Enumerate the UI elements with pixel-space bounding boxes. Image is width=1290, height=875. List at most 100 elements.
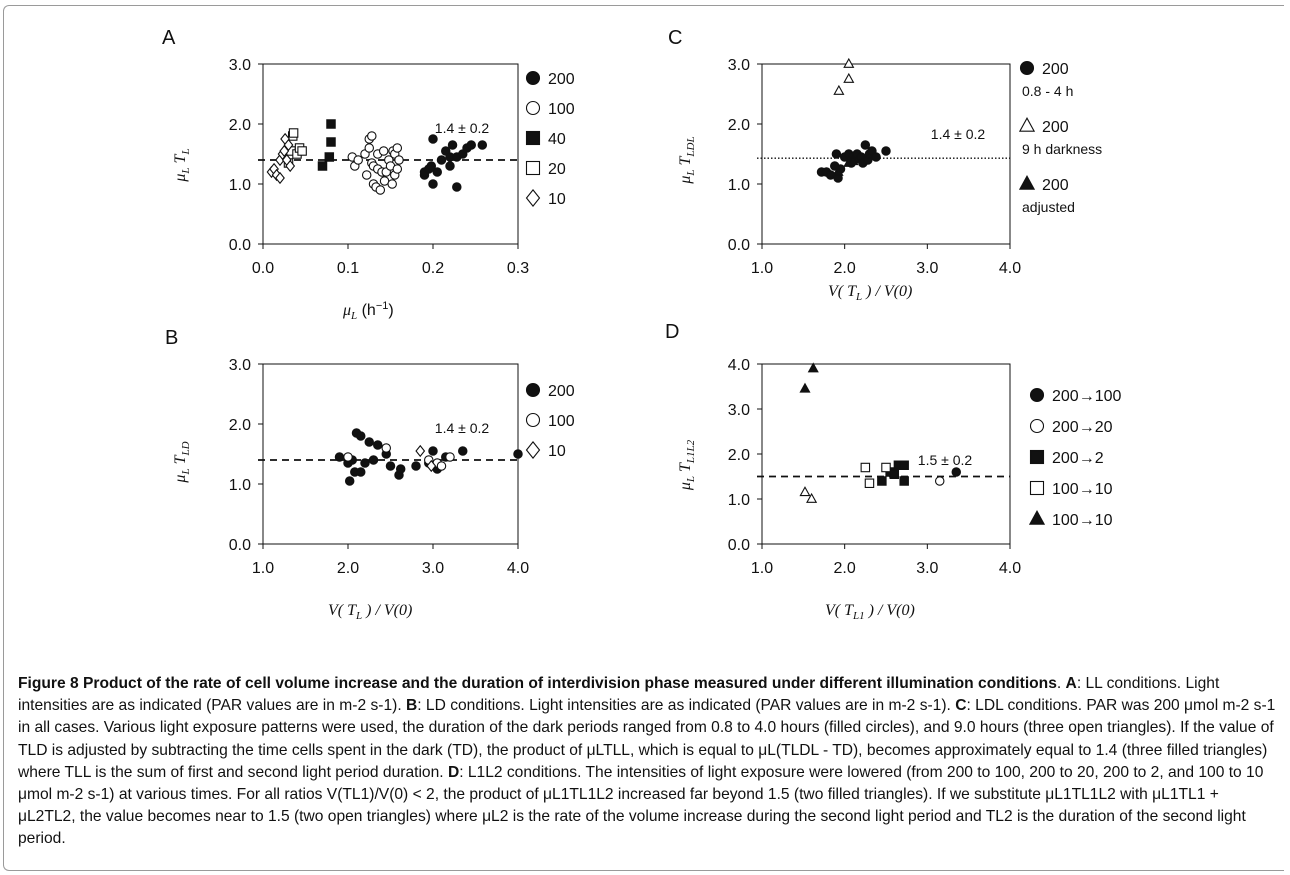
data-point xyxy=(831,149,842,159)
data-point xyxy=(447,140,458,150)
y-tick-label: 0.0 xyxy=(229,237,251,254)
data-point xyxy=(415,444,426,458)
data-point xyxy=(392,143,403,153)
data-point xyxy=(513,449,523,459)
x-tick-label: 4.0 xyxy=(999,260,1021,277)
legend-label: 40 xyxy=(548,131,566,148)
plot-frame-c xyxy=(761,63,1011,245)
panel-c: C 0.01.02.03.01.0 2.0 3.0 4.0 1.4 ± 0.2 V( … xyxy=(668,27,1102,303)
data-point xyxy=(432,167,442,177)
data-point xyxy=(445,452,455,462)
data-point xyxy=(324,152,335,162)
x-axis-title-a: μL (h−1) xyxy=(342,300,394,322)
legend-marker xyxy=(525,130,541,146)
legend-sublabel: adjusted xyxy=(1022,199,1075,215)
data-point xyxy=(395,464,406,474)
data-point xyxy=(368,455,379,465)
y-axis-title-b: μL TLD xyxy=(172,441,192,483)
data-point xyxy=(426,161,437,171)
y-tick-label: 1.0 xyxy=(728,492,750,509)
x-axis-title-d: V( TL1 ) / V(0) xyxy=(825,602,915,622)
caption-title: Figure 8 Product of the rate of cell vol… xyxy=(18,675,1057,692)
data-point xyxy=(799,382,811,393)
data-point xyxy=(275,171,285,185)
y-tick-label: 3.0 xyxy=(728,402,750,419)
legend-label: 200 xyxy=(1042,177,1069,194)
data-point xyxy=(387,179,397,189)
legend-marker xyxy=(1019,60,1035,76)
legend-label: 200 xyxy=(1042,119,1069,136)
panel-a: A 0.0 1.0 2.0 3.0 0.0 0.1 0.2 0.3 1.4 ± 0.2 μL … xyxy=(162,27,575,322)
legend-marker xyxy=(1029,418,1045,434)
y-tick-label: 2.0 xyxy=(728,117,750,134)
y-tick-label: 2.0 xyxy=(229,117,251,134)
legend-marker xyxy=(1029,387,1045,403)
y-tick-label: 4.0 xyxy=(728,357,750,374)
data-point xyxy=(288,128,299,138)
plot-frame-a xyxy=(262,63,519,245)
y-tick-label: 1.0 xyxy=(728,177,750,194)
legend-sublabel: 9 h darkness xyxy=(1022,141,1102,157)
x-tick-label: 4.0 xyxy=(507,560,529,577)
y-tick-label: 1.0 xyxy=(229,177,251,194)
data-point xyxy=(457,446,468,456)
data-point xyxy=(283,138,294,152)
legend-marker xyxy=(525,100,541,116)
data-point xyxy=(843,57,855,68)
data-point xyxy=(361,170,372,180)
x-axis-title-b: V( TL ) / V(0) xyxy=(328,602,412,622)
legend-marker xyxy=(1028,510,1046,525)
legend-marker xyxy=(525,382,541,398)
caption-text-d: : L1L2 conditions. The intensities of li… xyxy=(18,763,1264,848)
data-point xyxy=(799,486,811,497)
data-point xyxy=(344,476,355,486)
data-point xyxy=(899,476,909,486)
y-tick-label: 2.0 xyxy=(728,447,750,464)
y-tick-label: 3.0 xyxy=(229,357,251,374)
y-axis-title-d: μL TL1L2 xyxy=(677,439,697,491)
mean-annotation-b: 1.4 ± 0.2 xyxy=(435,420,490,436)
data-point xyxy=(934,476,945,486)
data-point xyxy=(355,467,366,477)
data-point xyxy=(297,146,307,156)
caption-label-a: A xyxy=(1065,675,1077,692)
data-point xyxy=(317,161,328,171)
legend-label: 100 xyxy=(548,101,575,118)
data-point xyxy=(334,452,345,462)
caption-text-b: : LD conditions. Light intensities are a… xyxy=(417,697,956,715)
data-point xyxy=(899,460,909,470)
panel-letter-d: D xyxy=(665,321,679,343)
data-point xyxy=(860,462,871,473)
x-axis-title-c: V( TL ) / V(0) xyxy=(828,283,912,303)
data-point xyxy=(285,159,296,173)
data-point xyxy=(411,461,421,471)
legend-marker xyxy=(525,70,541,86)
y-tick-label: 0.0 xyxy=(728,237,750,254)
x-tick-label: 1.0 xyxy=(751,260,773,277)
figure-frame xyxy=(3,5,1284,871)
y-axis-title-c: μL TLDL xyxy=(677,136,697,184)
legend-label: 200 xyxy=(548,383,575,400)
data-point xyxy=(428,179,438,189)
data-point xyxy=(367,131,377,141)
legend-label: 200→100 xyxy=(1052,388,1121,405)
data-point xyxy=(364,437,374,447)
data-point xyxy=(452,182,462,192)
data-point xyxy=(428,446,438,456)
data-point xyxy=(394,155,404,165)
x-tick-label: 3.0 xyxy=(916,560,938,577)
data-point xyxy=(832,165,844,176)
legend-marker xyxy=(1029,449,1045,465)
legend-marker xyxy=(1018,175,1036,190)
panel-b: B 0.01.02.03.01.0 2.0 3.0 4.0 1.4 ± 0.2 V( … xyxy=(165,327,575,622)
data-point xyxy=(847,155,859,166)
legend-marker xyxy=(1029,480,1045,496)
legend-label: 100→10 xyxy=(1052,481,1113,498)
panel-letter-a: A xyxy=(162,27,176,49)
y-tick-label: 3.0 xyxy=(229,57,251,74)
panel-d: D 0.01.02.03.04.01.0 2.0 3.0 4.0 1.5 ± 0.2 … xyxy=(665,321,1121,622)
panel-letter-c: C xyxy=(668,27,682,49)
data-point xyxy=(426,459,437,473)
data-point xyxy=(428,134,438,144)
legend-marker xyxy=(525,412,541,428)
